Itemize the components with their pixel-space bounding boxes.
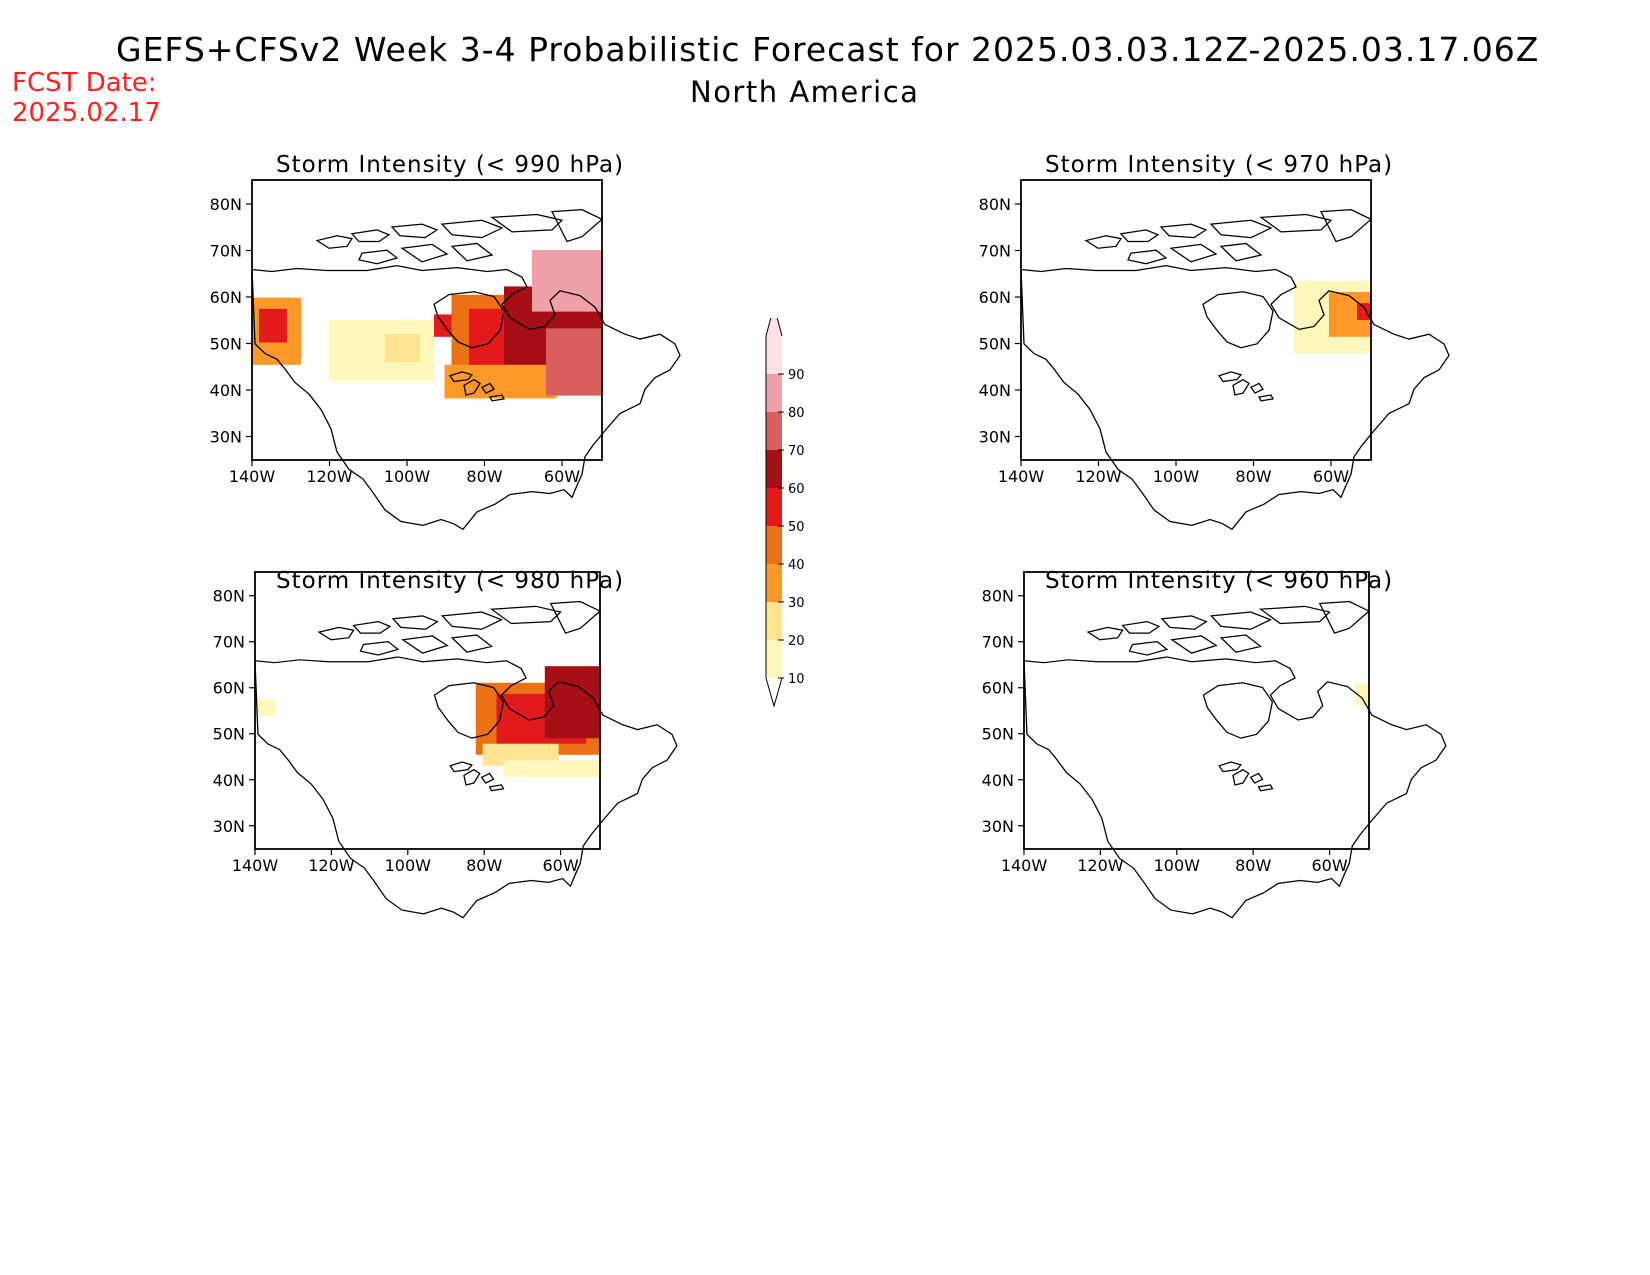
- lat-label: 30N: [979, 428, 1011, 447]
- lon-label: 60W: [544, 467, 580, 486]
- colorbar-label: 60: [788, 482, 805, 497]
- colorbar-swatch: [766, 602, 782, 640]
- lat-label: 50N: [213, 725, 245, 744]
- lon-label: 140W: [1001, 856, 1048, 875]
- lon-label: 120W: [306, 467, 353, 486]
- colorbar-top-arrow: [765, 318, 783, 337]
- lat-label: 40N: [982, 771, 1014, 790]
- fcst-date: FCST Date: 2025.02.17: [12, 68, 161, 128]
- colorbar-swatch: [766, 374, 782, 412]
- lon-label: 100W: [1154, 856, 1201, 875]
- probability-area: [385, 334, 420, 362]
- lat-label: 60N: [982, 679, 1014, 698]
- probability-area: [444, 364, 557, 399]
- lat-label: 70N: [213, 633, 245, 652]
- colorbar-label: 40: [788, 558, 805, 573]
- colorbar-label: 70: [788, 444, 805, 459]
- colorbar-swatch: [766, 564, 782, 602]
- map-frame: [251, 179, 603, 461]
- lon-label: 120W: [1077, 856, 1124, 875]
- lat-label: 30N: [982, 817, 1014, 836]
- lon-label: 100W: [1153, 467, 1200, 486]
- panel-title-970: Storm Intensity (< 970 hPa): [1045, 152, 1394, 178]
- map-panel-p980: 80N 70N 60N 50N 40N 30N 140W 120W 100W 80W 60W: [213, 571, 678, 919]
- colorbar-swatch: [766, 336, 782, 374]
- lat-label: 60N: [213, 679, 245, 698]
- lon-label: 60W: [542, 856, 578, 875]
- lon-label: 120W: [308, 856, 355, 875]
- lat-label: 70N: [979, 242, 1011, 261]
- lat-label: 30N: [210, 428, 242, 447]
- probability-area: [503, 760, 600, 777]
- colorbar-swatch: [766, 450, 782, 488]
- lat-label: 30N: [213, 817, 245, 836]
- lat-label: 50N: [210, 335, 242, 354]
- lat-label: 70N: [982, 633, 1014, 652]
- lat-label: 60N: [210, 288, 242, 307]
- colorbar-swatch: [766, 488, 782, 526]
- map-frame: [1023, 571, 1370, 850]
- probability-area: [532, 250, 602, 312]
- colorbar-swatch: [766, 526, 782, 564]
- lon-label: 140W: [229, 467, 276, 486]
- probability-area: [544, 666, 600, 739]
- lon-label: 80W: [1235, 467, 1271, 486]
- colorbar: 10 20 30 40 50 60 70 80 90: [765, 318, 805, 708]
- lon-label: 120W: [1075, 467, 1122, 486]
- colorbar-label: 80: [788, 406, 805, 421]
- lon-label: 140W: [998, 467, 1045, 486]
- lat-label: 40N: [979, 381, 1011, 400]
- map-panel-p990: 80N 70N 60N 50N 40N 30N 140W 120W 100W 80W 60W: [210, 179, 681, 530]
- lon-label: 100W: [385, 856, 432, 875]
- colorbar-label: 50: [788, 520, 805, 535]
- colorbar-swatch: [766, 640, 782, 678]
- lat-label: 80N: [210, 195, 242, 214]
- lon-label: 80W: [466, 856, 502, 875]
- lat-label: 70N: [210, 242, 242, 261]
- map-frame: [254, 571, 601, 850]
- lat-label: 80N: [213, 587, 245, 606]
- lat-label: 50N: [979, 335, 1011, 354]
- probability-area: [1357, 303, 1371, 320]
- colorbar-label: 20: [788, 634, 805, 649]
- lat-label: 60N: [979, 288, 1011, 307]
- map-panel-p960: 80N 70N 60N 50N 40N 30N 140W 120W 100W 80W 60W: [982, 571, 1447, 919]
- colorbar-label: 30: [788, 596, 805, 611]
- lon-label: 80W: [466, 467, 502, 486]
- panel-title-990: Storm Intensity (< 990 hPa): [276, 152, 625, 178]
- colorbar-swatch: [766, 412, 782, 450]
- probability-area: [1355, 682, 1369, 705]
- figure-title: GEFS+CFSv2 Week 3-4 Probabilistic Foreca…: [116, 30, 1540, 69]
- lon-label: 100W: [384, 467, 431, 486]
- colorbar-bottom-arrow: [765, 677, 783, 708]
- probability-area: [546, 328, 602, 396]
- fcst-date-label: FCST Date:: [12, 68, 157, 98]
- lon-label: 60W: [1313, 467, 1349, 486]
- lon-label: 80W: [1235, 856, 1271, 875]
- probability-area: [259, 308, 287, 343]
- colorbar-label: 90: [788, 368, 805, 383]
- lat-label: 40N: [213, 771, 245, 790]
- lon-label: 60W: [1311, 856, 1347, 875]
- lat-label: 50N: [982, 725, 1014, 744]
- lon-label: 140W: [232, 856, 279, 875]
- colorbar-label: 10: [788, 672, 805, 687]
- map-frame: [1020, 179, 1372, 461]
- lat-label: 80N: [982, 587, 1014, 606]
- figure-subtitle: North America: [690, 75, 920, 109]
- probability-area: [255, 699, 276, 717]
- lat-label: 80N: [979, 195, 1011, 214]
- map-panel-p970: 80N 70N 60N 50N 40N 30N 140W 120W 100W 80W 60W: [979, 179, 1450, 530]
- lat-label: 40N: [210, 381, 242, 400]
- fcst-date-value: 2025.02.17: [12, 98, 161, 128]
